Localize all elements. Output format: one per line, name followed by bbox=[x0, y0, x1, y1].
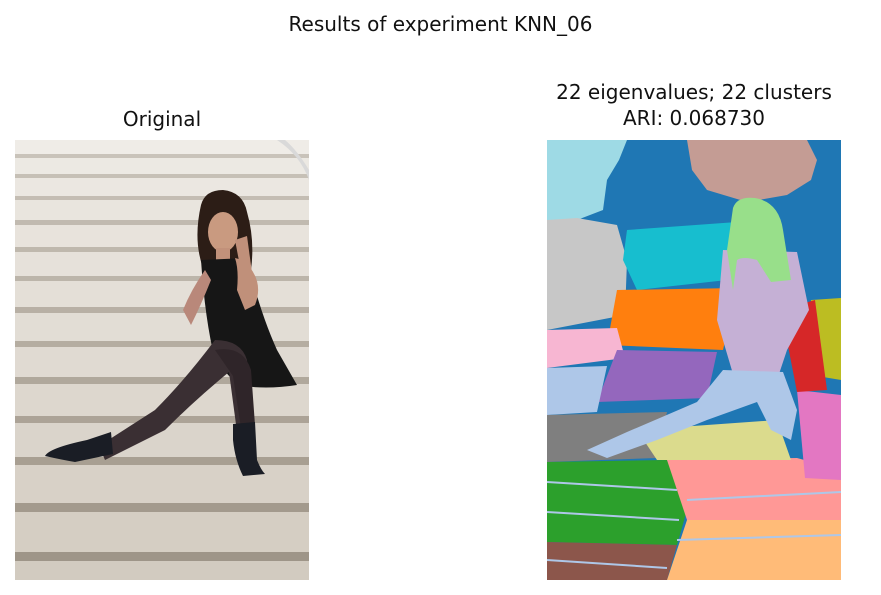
segmentation-map bbox=[547, 140, 841, 580]
panel-title-segmentation: 22 eigenvalues; 22 clusters ARI: 0.06873… bbox=[500, 79, 881, 131]
cluster-region bbox=[717, 250, 809, 380]
panel-title-original: Original bbox=[122, 107, 202, 131]
cluster-region bbox=[547, 328, 625, 368]
segmentation-title-line1: 22 eigenvalues; 22 clusters bbox=[556, 80, 832, 104]
cluster-region bbox=[547, 542, 677, 580]
cluster-region bbox=[597, 350, 717, 402]
cluster-region bbox=[587, 370, 797, 458]
cluster-region bbox=[547, 412, 667, 462]
cluster-region bbox=[607, 288, 737, 350]
cluster-region bbox=[547, 218, 627, 330]
cluster-region bbox=[687, 140, 817, 202]
cluster-region bbox=[547, 460, 687, 545]
railing bbox=[277, 140, 309, 180]
original-image-drawing bbox=[15, 140, 309, 580]
cluster-region bbox=[547, 366, 607, 415]
cluster-region bbox=[667, 520, 841, 580]
cluster-region bbox=[667, 458, 841, 530]
cluster-region bbox=[727, 197, 791, 290]
woman-figure bbox=[45, 190, 297, 476]
original-image bbox=[15, 140, 309, 580]
segmentation-image bbox=[547, 140, 841, 580]
figure-suptitle: Results of experiment KNN_06 bbox=[288, 12, 593, 36]
cluster-region bbox=[623, 222, 737, 290]
stair-lines bbox=[547, 481, 841, 569]
cluster-region bbox=[797, 390, 841, 480]
cluster-region bbox=[547, 140, 627, 220]
segmentation-title-line2: ARI: 0.068730 bbox=[622, 106, 765, 130]
